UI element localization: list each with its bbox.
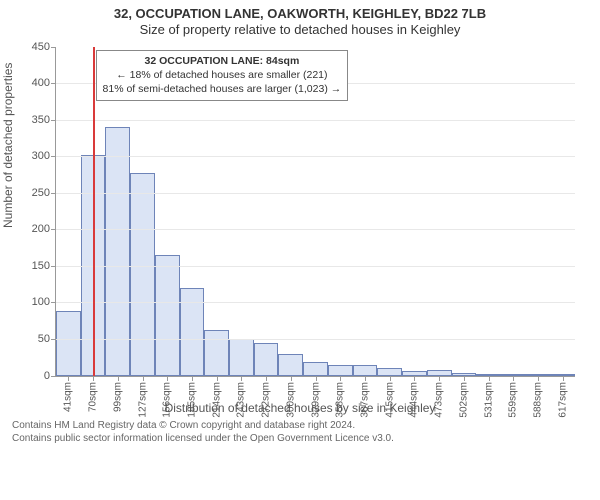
histogram-bar xyxy=(328,365,353,376)
grid-line xyxy=(56,156,575,157)
grid-line xyxy=(56,193,575,194)
ytick-label: 0 xyxy=(44,370,56,382)
callout-line1: 32 OCCUPATION LANE: 84sqm xyxy=(103,54,342,68)
callout-line3: 81% of semi-detached houses are larger (… xyxy=(103,82,342,96)
xtick-mark xyxy=(118,376,119,381)
xtick-mark xyxy=(192,376,193,381)
grid-line xyxy=(56,266,575,267)
chart-titles: 32, OCCUPATION LANE, OAKWORTH, KEIGHLEY,… xyxy=(0,0,600,39)
xtick-mark xyxy=(291,376,292,381)
y-axis-title: Number of detached properties xyxy=(1,62,15,227)
footer-line2: Contains public sector information licen… xyxy=(12,432,592,445)
ytick-label: 150 xyxy=(32,260,56,272)
callout-line2: ← 18% of detached houses are smaller (22… xyxy=(103,68,342,82)
xtick-mark xyxy=(538,376,539,381)
ytick-label: 100 xyxy=(32,296,56,308)
xtick-mark xyxy=(143,376,144,381)
xtick-mark xyxy=(217,376,218,381)
xtick-mark xyxy=(340,376,341,381)
histogram-bar xyxy=(353,365,378,375)
x-axis-title: Distribution of detached houses by size … xyxy=(0,401,600,415)
xtick-mark xyxy=(464,376,465,381)
ytick-label: 50 xyxy=(38,333,56,345)
chart-container: Number of detached properties 0501001502… xyxy=(0,39,600,417)
grid-line xyxy=(56,339,575,340)
histogram-bar xyxy=(377,368,402,375)
xtick-mark xyxy=(365,376,366,381)
histogram-bar xyxy=(180,288,205,376)
histogram-bar xyxy=(254,343,279,376)
callout-box: 32 OCCUPATION LANE: 84sqm← 18% of detach… xyxy=(96,50,349,101)
xtick-mark xyxy=(390,376,391,381)
xtick-mark xyxy=(93,376,94,381)
ytick-label: 250 xyxy=(32,187,56,199)
histogram-bar xyxy=(204,330,229,375)
footer-line1: Contains HM Land Registry data © Crown c… xyxy=(12,419,592,432)
histogram-bar xyxy=(229,339,254,376)
xtick-mark xyxy=(316,376,317,381)
grid-line xyxy=(56,229,575,230)
ytick-label: 200 xyxy=(32,223,56,235)
title-line1: 32, OCCUPATION LANE, OAKWORTH, KEIGHLEY,… xyxy=(0,6,600,22)
histogram-bar xyxy=(130,173,155,376)
xtick-mark xyxy=(563,376,564,381)
ytick-label: 350 xyxy=(32,114,56,126)
ytick-label: 450 xyxy=(32,41,56,53)
grid-line xyxy=(56,302,575,303)
xtick-mark xyxy=(241,376,242,381)
xtick-mark xyxy=(489,376,490,381)
title-line2: Size of property relative to detached ho… xyxy=(0,22,600,38)
xtick-mark xyxy=(513,376,514,381)
histogram-bar xyxy=(56,311,81,375)
histogram-bar xyxy=(303,362,328,375)
xtick-mark xyxy=(68,376,69,381)
xtick-mark xyxy=(266,376,267,381)
xtick-mark xyxy=(439,376,440,381)
ytick-label: 300 xyxy=(32,150,56,162)
footer: Contains HM Land Registry data © Crown c… xyxy=(0,417,600,445)
plot-area: 05010015020025030035040045041sqm70sqm99s… xyxy=(55,47,575,377)
grid-line xyxy=(56,120,575,121)
xtick-mark xyxy=(167,376,168,381)
xtick-mark xyxy=(414,376,415,381)
histogram-bar xyxy=(278,354,303,376)
ytick-label: 400 xyxy=(32,77,56,89)
histogram-bar xyxy=(155,255,180,376)
